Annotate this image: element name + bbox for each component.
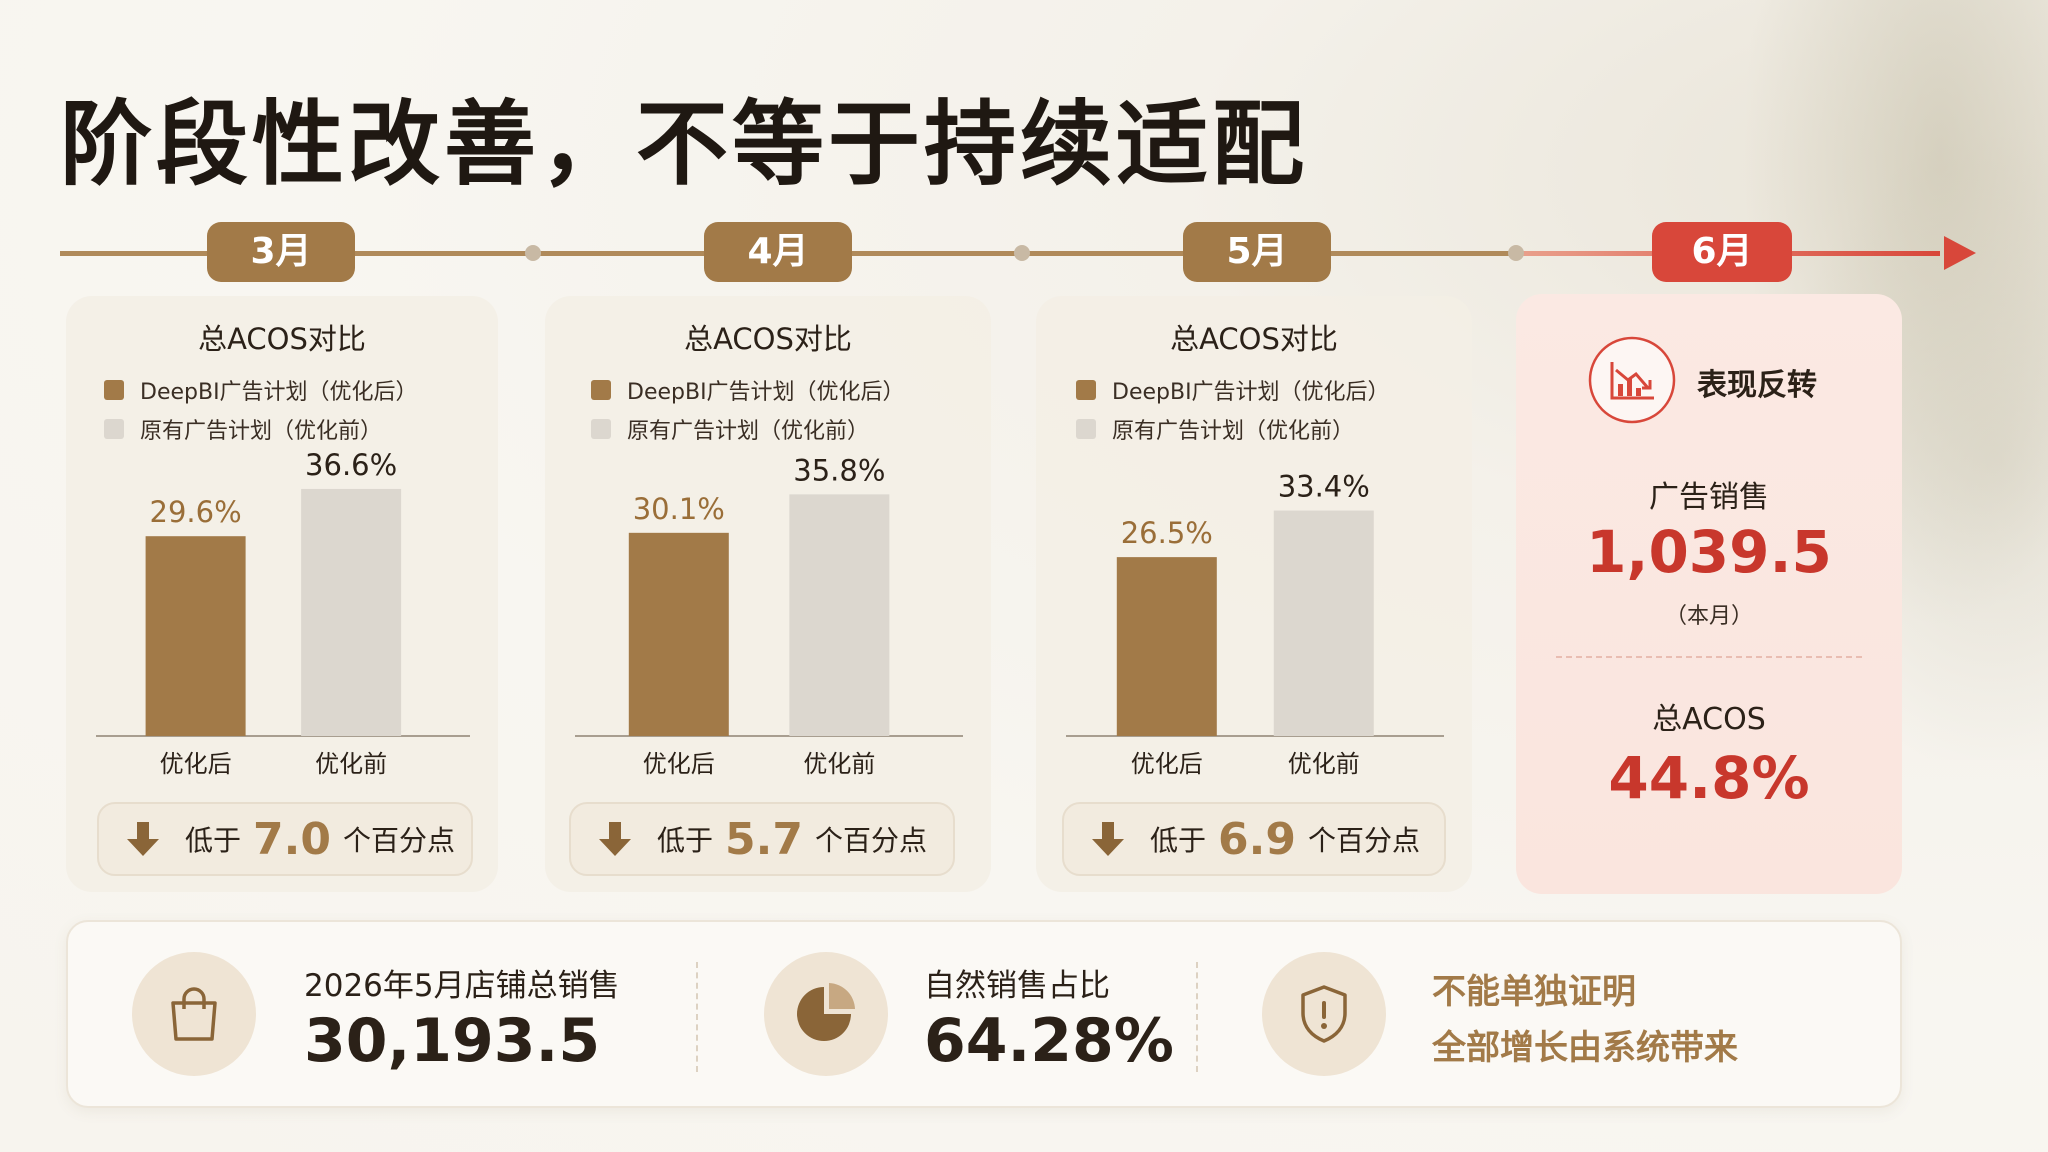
badge-suffix: 个百分点 [814, 824, 927, 857]
diff-badge-may: 低于 6.9 个百分点 [1062, 802, 1446, 876]
arrow-down-icon [1092, 822, 1124, 856]
ad-sales-note: （本月） [1664, 604, 1753, 629]
bar-after [145, 536, 246, 736]
badge-diff-value: 7.0 [253, 813, 331, 865]
bar-after [628, 532, 729, 736]
acos-bar-chart-may: 26.5% 优化后 33.4% 优化前 [1066, 470, 1444, 778]
chart-title: 总ACOS对比 [1170, 322, 1338, 356]
shield-alert-icon [1262, 952, 1386, 1076]
legend-swatch-after [1076, 380, 1096, 400]
legend-item-before: 原有广告计划（优化前） [1076, 413, 1354, 445]
acos-card-april: 总ACOS对比 DeepBI广告计划（优化后） 原有广告计划（优化前） 30.1… [545, 296, 991, 892]
acos-label: 总ACOS [1652, 702, 1766, 737]
timeline-dot [1014, 245, 1030, 261]
page-title: 阶段性改善，不等于持续适配 [60, 91, 1309, 198]
legend-label-before: 原有广告计划（优化前） [627, 419, 870, 444]
timeline-dot [525, 245, 541, 261]
category-label: 优化后 [643, 750, 715, 778]
legend-item-before: 原有广告计划（优化前） [591, 413, 869, 445]
diff-badge-april: 低于 5.7 个百分点 [569, 802, 955, 876]
separator [1196, 962, 1198, 1072]
bar-value-label: 33.4% [1278, 470, 1370, 504]
shopping-bag-icon [132, 952, 256, 1076]
badge-suffix: 个百分点 [342, 824, 455, 857]
store-sales-label: 2026年5月店铺总销售 [304, 968, 620, 1004]
bar-value-label: 29.6% [150, 495, 242, 529]
june-summary-card: 表现反转 广告销售 1,039.5 （本月） 总ACOS 44.8% [1516, 294, 1902, 894]
note-line-1: 不能单独证明 [1432, 972, 1636, 1012]
badge-diff-value: 5.7 [725, 813, 803, 865]
badge-diff-value: 6.9 [1218, 813, 1296, 865]
acos-bar-chart-april: 30.1% 优化后 35.8% 优化前 [575, 453, 963, 778]
legend-swatch-before [591, 419, 611, 439]
legend-label-after: DeepBI广告计划（优化后） [140, 380, 418, 405]
badge-prefix: 低于 [1150, 824, 1207, 857]
legend-swatch-before [1076, 419, 1096, 439]
badge-prefix: 低于 [185, 824, 242, 857]
diff-badge-march: 低于 7.0 个百分点 [97, 802, 473, 876]
arrow-down-icon [127, 822, 159, 856]
timeline-arrow-icon [1944, 236, 1976, 270]
acos-bar-chart-march: 29.6% 优化后 36.6% 优化前 [96, 448, 470, 778]
badge-suffix: 个百分点 [1307, 824, 1420, 857]
month-pill-march: 3月 [207, 222, 355, 282]
bar-before [1273, 510, 1374, 736]
category-label: 优化后 [1131, 750, 1203, 778]
legend-swatch-before [104, 419, 124, 439]
legend-label-after: DeepBI广告计划（优化后） [1112, 380, 1390, 405]
organic-sales-label: 自然销售占比 [924, 968, 1110, 1004]
bar-before [789, 494, 890, 736]
category-label: 优化前 [315, 750, 387, 778]
acos-card-may: 总ACOS对比 DeepBI广告计划（优化后） 原有广告计划（优化前） 26.5… [1036, 296, 1472, 892]
bar-value-label: 36.6% [305, 448, 397, 482]
legend-item-after: DeepBI广告计划（优化后） [104, 374, 418, 406]
chart-title: 总ACOS对比 [198, 322, 366, 356]
note-line-2: 全部增长由系统带来 [1432, 1028, 1738, 1068]
legend-item-before: 原有广告计划（优化前） [104, 413, 382, 445]
legend-item-after: DeepBI广告计划（优化后） [591, 374, 905, 406]
organic-sales-value: 64.28% [924, 1006, 1174, 1076]
legend-item-after: DeepBI广告计划（优化后） [1076, 374, 1390, 406]
month-pill-june: 6月 [1652, 222, 1792, 282]
store-sales-value: 30,193.5 [304, 1006, 601, 1076]
legend-label-before: 原有广告计划（优化前） [140, 419, 383, 444]
month-pill-april: 4月 [704, 222, 852, 282]
chart-title: 总ACOS对比 [684, 322, 852, 356]
category-label: 优化前 [803, 750, 875, 778]
legend-label-before: 原有广告计划（优化前） [1112, 419, 1355, 444]
bar-before [301, 488, 402, 736]
trend-down-chart-icon [1588, 336, 1676, 424]
legend-swatch-after [104, 380, 124, 400]
badge-prefix: 低于 [657, 824, 714, 857]
bar-value-label: 35.8% [793, 453, 885, 487]
separator [696, 962, 698, 1072]
legend-swatch-after [591, 380, 611, 400]
arrow-down-icon [599, 822, 631, 856]
month-pill-may: 5月 [1183, 222, 1331, 282]
june-divider [1556, 656, 1862, 658]
category-label: 优化前 [1288, 750, 1360, 778]
bar-after [1116, 557, 1217, 736]
category-label: 优化后 [160, 750, 232, 778]
ad-sales-value: 1,039.5 [1586, 518, 1832, 586]
summary-bar: 2026年5月店铺总销售 30,193.5 自然销售占比 64.28% 不能单独… [66, 920, 1902, 1108]
legend-label-after: DeepBI广告计划（优化后） [627, 380, 905, 405]
timeline-dot [1508, 245, 1524, 261]
bar-value-label: 26.5% [1121, 516, 1213, 550]
acos-value: 44.8% [1608, 744, 1810, 812]
bar-value-label: 30.1% [633, 492, 725, 526]
acos-card-march: 总ACOS对比 DeepBI广告计划（优化后） 原有广告计划（优化前） 29.6… [66, 296, 498, 892]
ad-sales-label: 广告销售 [1649, 480, 1769, 515]
pie-chart-icon [764, 952, 888, 1076]
june-heading: 表现反转 [1697, 368, 1817, 403]
